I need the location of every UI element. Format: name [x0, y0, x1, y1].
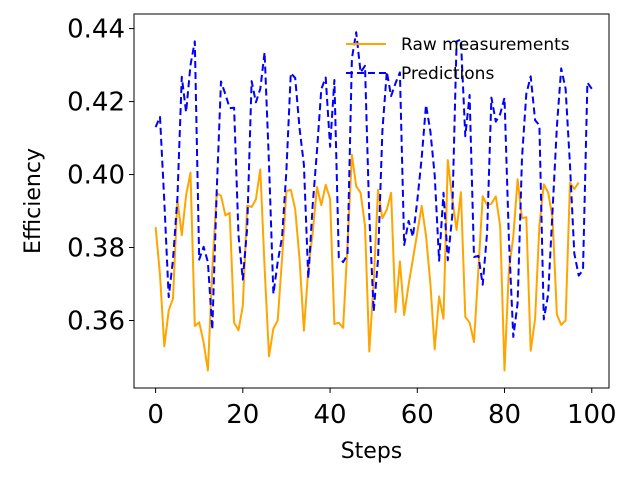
- y-tick-label: 0.36: [67, 306, 125, 336]
- legend: Raw measurements Predictions: [346, 35, 570, 84]
- series-line-1: [154, 153, 580, 372]
- y-axis-label: Efficiency: [21, 148, 46, 254]
- series-line-2: [154, 31, 593, 338]
- series-layer: [154, 31, 593, 372]
- legend-label-1: Raw measurements: [401, 35, 570, 55]
- x-tick-label: 80: [488, 400, 521, 430]
- y-tick-label: 0.42: [67, 88, 125, 118]
- x-tick-label: 40: [314, 400, 347, 430]
- x-tick-label: 20: [226, 400, 259, 430]
- y-tick-label: 0.44: [67, 15, 125, 45]
- legend-label-2: Predictions: [401, 64, 494, 84]
- plot-frame: [133, 13, 610, 389]
- x-tick-label: 0: [147, 400, 164, 430]
- tick-layer: 0 20 40 60 80 100 0.36 0.38 0.40 0.42 0.44: [67, 15, 616, 430]
- x-tick-label: 100: [567, 400, 617, 430]
- x-tick-label: 60: [401, 400, 434, 430]
- y-tick-label: 0.40: [67, 161, 125, 191]
- x-axis-label: Steps: [341, 439, 403, 464]
- y-tick-label: 0.38: [67, 234, 125, 264]
